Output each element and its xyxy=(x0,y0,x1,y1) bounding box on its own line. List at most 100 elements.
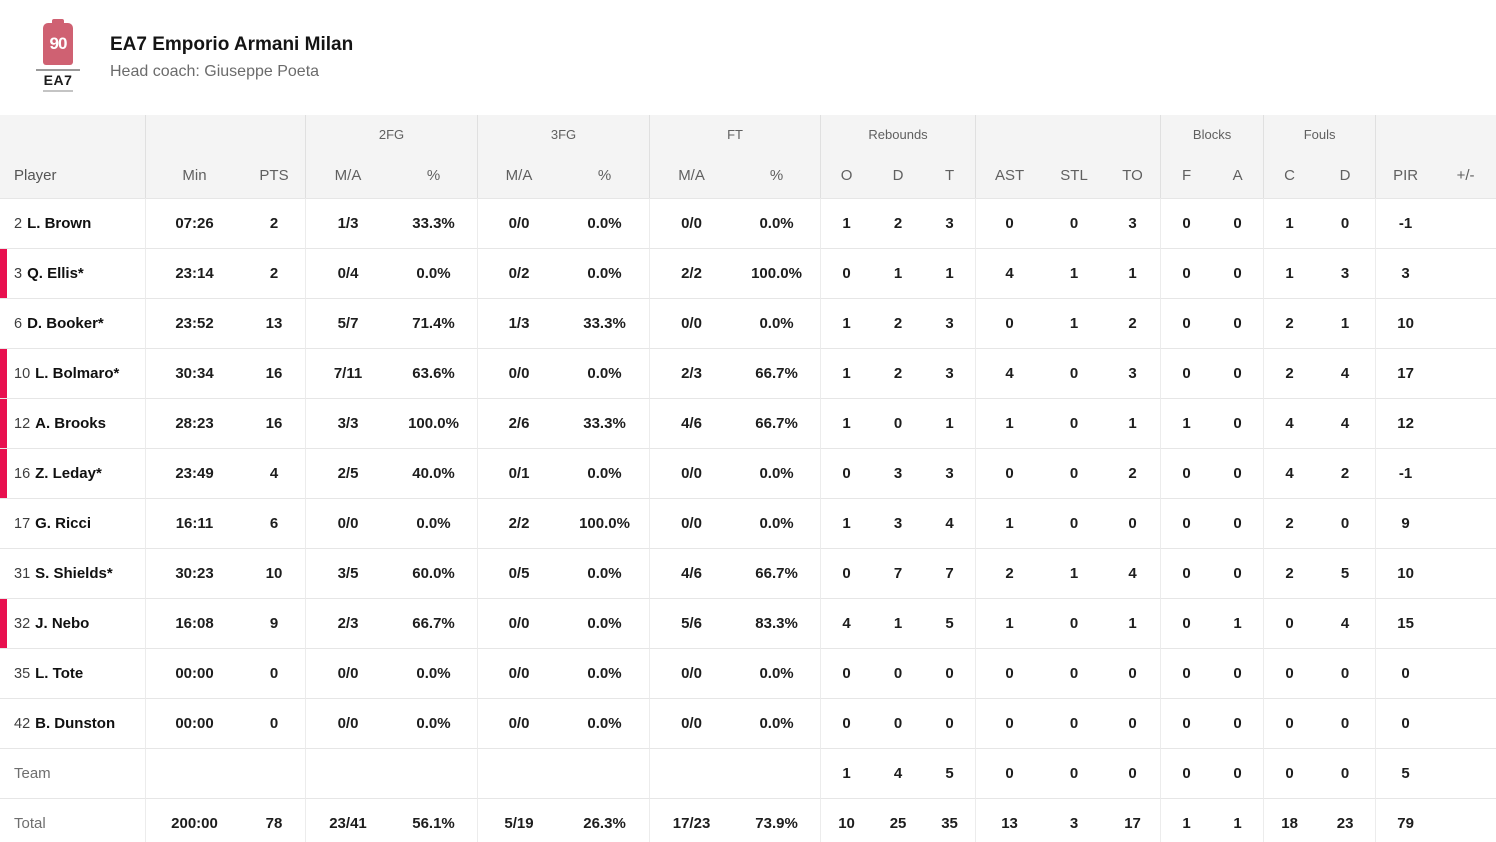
stat-cell: 2 xyxy=(1263,298,1316,348)
stat-cell: 0 xyxy=(872,648,925,698)
stat-cell: 10 xyxy=(243,548,305,598)
stat-cell: 0.0% xyxy=(560,648,650,698)
stat-cell: 0.0% xyxy=(390,698,478,748)
stat-cell: 0 xyxy=(1212,248,1264,298)
stat-cell: 0 xyxy=(1212,498,1264,548)
column-header-player: Player xyxy=(0,153,145,198)
player-number: 3 xyxy=(14,266,23,282)
stat-cell xyxy=(145,748,243,798)
stat-cell: 3 xyxy=(1105,198,1161,248)
stat-cell: 00:00 xyxy=(145,698,243,748)
player-row[interactable]: 35 L. Tote 00:00 0 0/0 0.0% 0/0 0.0% 0/0 0.0% 0 0 0 0… xyxy=(0,648,1496,698)
stat-cell: 0/0 xyxy=(649,448,734,498)
player-row[interactable]: 16 Z. Leday* 23:49 4 2/5 40.0% 0/1 0.0% 0/0 0.0% 0… xyxy=(0,448,1496,498)
stat-cell: 2 xyxy=(243,198,305,248)
player-row[interactable]: 32 J. Nebo 16:08 9 2/3 66.7% 0/0 0.0% 5/6 83.3% 4 1… xyxy=(0,598,1496,648)
stat-cell: 0 xyxy=(1043,348,1106,398)
stat-cell: 33.3% xyxy=(560,398,650,448)
stat-cell: 0 xyxy=(975,448,1044,498)
stat-cell: 13 xyxy=(975,798,1044,842)
stat-cell: 0 xyxy=(975,298,1044,348)
player-row[interactable]: 3 Q. Ellis* 23:14 2 0/4 0.0% 0/2 0.0% 2/2 100.0% 0… xyxy=(0,248,1496,298)
group-header-blocks: Blocks xyxy=(1160,115,1264,153)
stat-cell: 07:26 xyxy=(145,198,243,248)
stat-cell xyxy=(1435,198,1496,248)
player-row[interactable]: 12 A. Brooks 28:23 16 3/3 100.0% 2/6 33.3% 4/6 66… xyxy=(0,398,1496,448)
stat-cell: 0 xyxy=(924,698,976,748)
stat-cell: 0.0% xyxy=(560,248,650,298)
stat-cell: 0 xyxy=(1315,748,1376,798)
stat-cell: 1 xyxy=(1105,248,1161,298)
stat-cell: 7 xyxy=(924,548,976,598)
column-header-t: T xyxy=(924,153,976,198)
player-row[interactable]: 17 G. Ricci 16:11 6 0/0 0.0% 2/2 100.0% 0/0 0.0% 1… xyxy=(0,498,1496,548)
group-header-fouls: Fouls xyxy=(1263,115,1376,153)
stat-cell: 0 xyxy=(872,698,925,748)
stat-cell: 1 xyxy=(1043,248,1106,298)
player-row[interactable]: 6 D. Booker* 23:52 13 5/7 71.4% 1/3 33.3% 0/0 0.0… xyxy=(0,298,1496,348)
stat-cell: 0 xyxy=(820,548,873,598)
box-score-table: 2FG 3FG FT Rebounds Blocks Fouls Player Min PTS M… xyxy=(0,115,1496,842)
player-cell: 2 L. Brown xyxy=(0,198,145,248)
stat-cell: 0 xyxy=(1160,548,1213,598)
stat-cell: 0 xyxy=(1043,498,1106,548)
stat-cell: 66.7% xyxy=(733,398,821,448)
player-name: B. Dunston xyxy=(35,715,116,732)
stat-cell: 0.0% xyxy=(560,548,650,598)
group-header-ft: FT xyxy=(649,115,821,153)
player-cell: 16 Z. Leday* xyxy=(0,448,145,498)
player-row[interactable]: 31 S. Shields* 30:23 10 3/5 60.0% 0/5 0.0% 4/6 66… xyxy=(0,548,1496,598)
player-name: G. Ricci xyxy=(35,515,91,532)
stat-cell: 35 xyxy=(924,798,976,842)
stat-cell: 2 xyxy=(1263,498,1316,548)
stat-cell: 7/11 xyxy=(305,348,390,398)
group-header-blank xyxy=(1375,115,1496,153)
stat-cell: 23:49 xyxy=(145,448,243,498)
group-header-blank xyxy=(975,115,1161,153)
stat-cell: 1/3 xyxy=(305,198,390,248)
stat-cell: 30:34 xyxy=(145,348,243,398)
column-header-ma: M/A xyxy=(649,153,734,198)
stat-cell: 1 xyxy=(820,298,873,348)
stat-cell: 0 xyxy=(1160,648,1213,698)
stat-cell: 1 xyxy=(872,248,925,298)
stat-cell: 1 xyxy=(820,398,873,448)
stat-cell: 0/0 xyxy=(477,698,561,748)
stat-cell: 0 xyxy=(1160,248,1213,298)
stat-cell: 63.6% xyxy=(390,348,478,398)
stat-cell: 2 xyxy=(1263,548,1316,598)
stat-cell xyxy=(733,748,821,798)
stat-cell: 0.0% xyxy=(733,198,821,248)
stat-cell: 0.0% xyxy=(390,248,478,298)
stat-cell: 0/0 xyxy=(305,648,390,698)
stat-cell: 2 xyxy=(243,248,305,298)
player-name: Z. Leday* xyxy=(35,465,102,482)
stat-cell: 10 xyxy=(1375,548,1436,598)
stat-cell: 0 xyxy=(1105,498,1161,548)
player-row[interactable]: 10 L. Bolmaro* 30:34 16 7/11 63.6% 0/0 0.0% 2/3 6… xyxy=(0,348,1496,398)
player-name: L. Bolmaro* xyxy=(35,365,120,382)
stat-cell: 2 xyxy=(1105,298,1161,348)
stat-cell xyxy=(1435,348,1496,398)
stat-cell: 3 xyxy=(924,448,976,498)
stat-cell: 0 xyxy=(1212,698,1264,748)
stat-cell: 56.1% xyxy=(390,798,478,842)
player-name: J. Nebo xyxy=(35,615,90,632)
player-number: 2 xyxy=(14,216,23,232)
stat-cell: 0.0% xyxy=(560,698,650,748)
stat-cell: 3 xyxy=(1315,248,1376,298)
player-row[interactable]: 2 L. Brown 07:26 2 1/3 33.3% 0/0 0.0% 0/0 0.0% 1 2 3… xyxy=(0,198,1496,248)
stat-cell: 4 xyxy=(1315,598,1376,648)
stat-cell: 1 xyxy=(1105,598,1161,648)
stat-cell: 0 xyxy=(1160,748,1213,798)
team-header: 90 EA7 EA7 Emporio Armani Milan Head coa… xyxy=(0,0,1496,115)
team-logo: 90 EA7 xyxy=(36,19,80,92)
player-row[interactable]: 42 B. Dunston 00:00 0 0/0 0.0% 0/0 0.0% 0/0 0.0% 0… xyxy=(0,698,1496,748)
head-coach: Head coach: Giuseppe Poeta xyxy=(110,63,320,80)
stat-cell: 60.0% xyxy=(390,548,478,598)
stat-cell: 0 xyxy=(1043,398,1106,448)
stat-cell: 0.0% xyxy=(390,498,478,548)
stat-cell: 0.0% xyxy=(390,648,478,698)
column-header-: % xyxy=(560,153,650,198)
column-header-pts: PTS xyxy=(243,153,305,198)
